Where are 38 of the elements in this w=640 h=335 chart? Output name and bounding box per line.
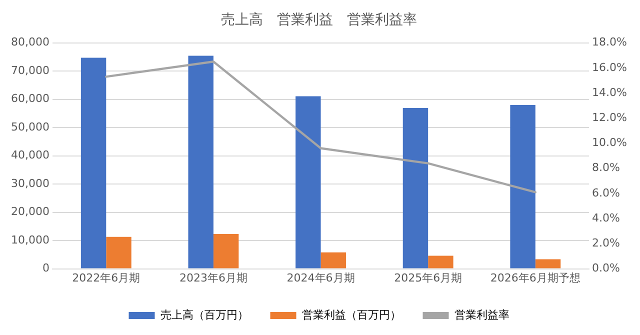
y2-tick-label: 10.0% <box>592 136 628 150</box>
x-tick-label: 2025年6月期 <box>394 271 462 284</box>
y2-tick-label: 4.0% <box>592 211 620 224</box>
legend-label: 売上高（百万円） <box>160 308 248 322</box>
y-tick-label: 60,000 <box>10 92 50 106</box>
bar <box>213 234 239 268</box>
bar <box>106 236 132 268</box>
x-tick-label: 2026年6月期予想 <box>490 271 580 284</box>
y2-tick-label: 0.0% <box>592 262 620 275</box>
y-tick-label: 80,000 <box>10 36 50 49</box>
chart-title: 売上高 営業利益 営業利益率 <box>221 12 417 28</box>
y-tick-label: 40,000 <box>10 148 50 162</box>
y2-tick-label: 14.0% <box>592 86 628 99</box>
y2-tick-label: 12.0% <box>592 110 628 124</box>
y2-tick-label: 18.0% <box>592 36 628 49</box>
y2-tick-label: 2.0% <box>592 236 620 250</box>
bar <box>428 256 454 268</box>
x-tick-label: 2023年6月期 <box>179 271 248 284</box>
bar <box>80 58 106 268</box>
x-tick-label: 2024年6月期 <box>286 271 355 284</box>
bar <box>320 252 346 268</box>
bar <box>535 259 561 268</box>
bar <box>188 56 214 268</box>
x-tick-label: 2022年6月期 <box>72 271 140 284</box>
y-tick-label: 20,000 <box>10 205 50 218</box>
y-tick-label: 50,000 <box>10 120 50 134</box>
y2-tick-label: 8.0% <box>592 161 620 174</box>
legend-label: 営業利益（百万円） <box>302 308 401 322</box>
bar <box>402 108 428 268</box>
bar <box>296 96 321 268</box>
y-tick-label: 10,000 <box>10 233 50 246</box>
bar <box>510 104 536 268</box>
y-tick-label: 0 <box>42 262 50 275</box>
y2-tick-label: 6.0% <box>592 186 620 200</box>
y-tick-label: 30,000 <box>10 176 50 190</box>
y-tick-label: 70,000 <box>10 64 50 77</box>
y2-tick-label: 16.0% <box>592 60 628 74</box>
legend-label: 営業利益率 <box>454 308 510 322</box>
